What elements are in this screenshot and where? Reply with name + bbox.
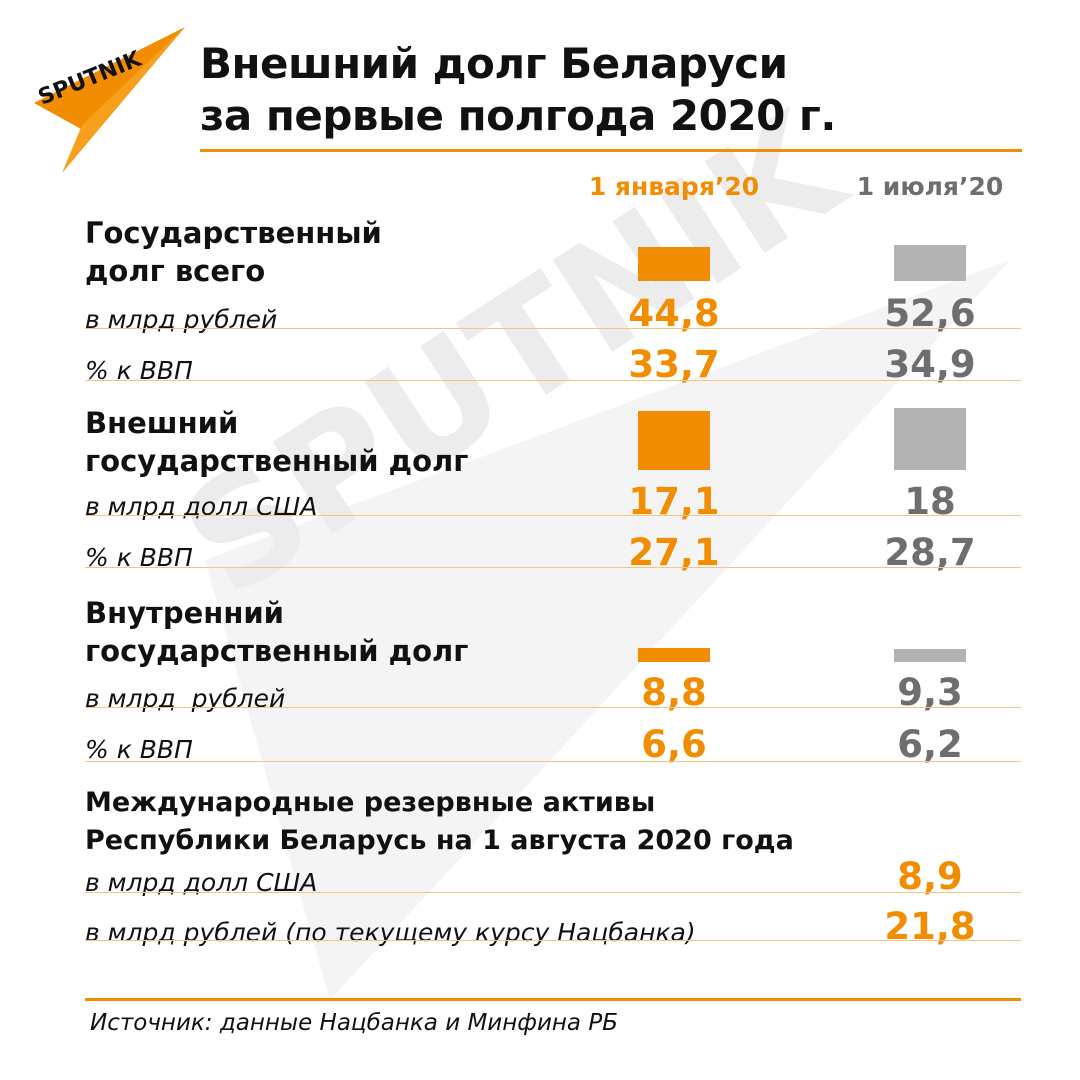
- value-jul: 18: [904, 480, 956, 523]
- row-divider: [85, 707, 1021, 708]
- sputnik-logo: SPUTNIK: [34, 27, 185, 173]
- column-header-jul: 1 июля’20: [856, 172, 1004, 201]
- bar-external-jul: [894, 408, 966, 470]
- row-label: в млрд долл США: [85, 492, 318, 521]
- section-title-total: Государственный долг всего: [85, 216, 382, 288]
- row-divider: [85, 892, 1021, 893]
- bar-external-jan: [638, 411, 710, 470]
- bar-internal-jul: [894, 649, 966, 662]
- title-rule: [200, 149, 1022, 152]
- row-divider: [85, 328, 1021, 329]
- value-jan: 27,1: [628, 531, 720, 574]
- bar-total-jan: [638, 247, 710, 281]
- row-divider: [85, 567, 1021, 568]
- watermark-text: SPUTNIK: [155, 79, 874, 630]
- row-divider: [85, 940, 1021, 941]
- row-label: в млрд рублей (по текущему курсу Нацбанк…: [85, 918, 696, 947]
- value-jul: 28,7: [884, 531, 976, 574]
- section-title-external: Внешний государственный долг: [85, 406, 469, 478]
- value-jul: 34,9: [884, 343, 976, 386]
- value-jul: 9,3: [897, 671, 963, 714]
- footer-rule: [85, 998, 1021, 1001]
- row-divider: [85, 380, 1021, 381]
- value-jul: 6,2: [897, 723, 963, 766]
- value-jan: 44,8: [628, 292, 720, 335]
- column-header-jan: 1 января’20: [588, 172, 760, 201]
- page-title: Внешний долг Беларуси за первые полгода …: [200, 39, 836, 140]
- row-divider: [85, 515, 1021, 516]
- value-jul: 52,6: [884, 292, 976, 335]
- value-reserves: 21,8: [884, 905, 976, 948]
- value-reserves: 8,9: [897, 855, 963, 898]
- bar-total-jul: [894, 245, 966, 281]
- section-title-internal: Внутренний государственный долг: [85, 596, 469, 668]
- source-note: Источник: данные Нацбанка и Минфина РБ: [90, 1010, 618, 1036]
- row-label: в млрд рублей: [85, 305, 278, 334]
- row-divider: [85, 761, 1021, 762]
- value-jan: 6,6: [641, 723, 707, 766]
- bar-internal-jan: [638, 648, 710, 662]
- row-label: % к ВВП: [85, 735, 193, 764]
- section-title-reserves: Международные резервные активы Республик…: [85, 787, 794, 856]
- row-label: в млрд рублей: [85, 684, 286, 713]
- value-jan: 8,8: [641, 671, 707, 714]
- value-jan: 33,7: [628, 343, 720, 386]
- value-jan: 17,1: [628, 480, 720, 523]
